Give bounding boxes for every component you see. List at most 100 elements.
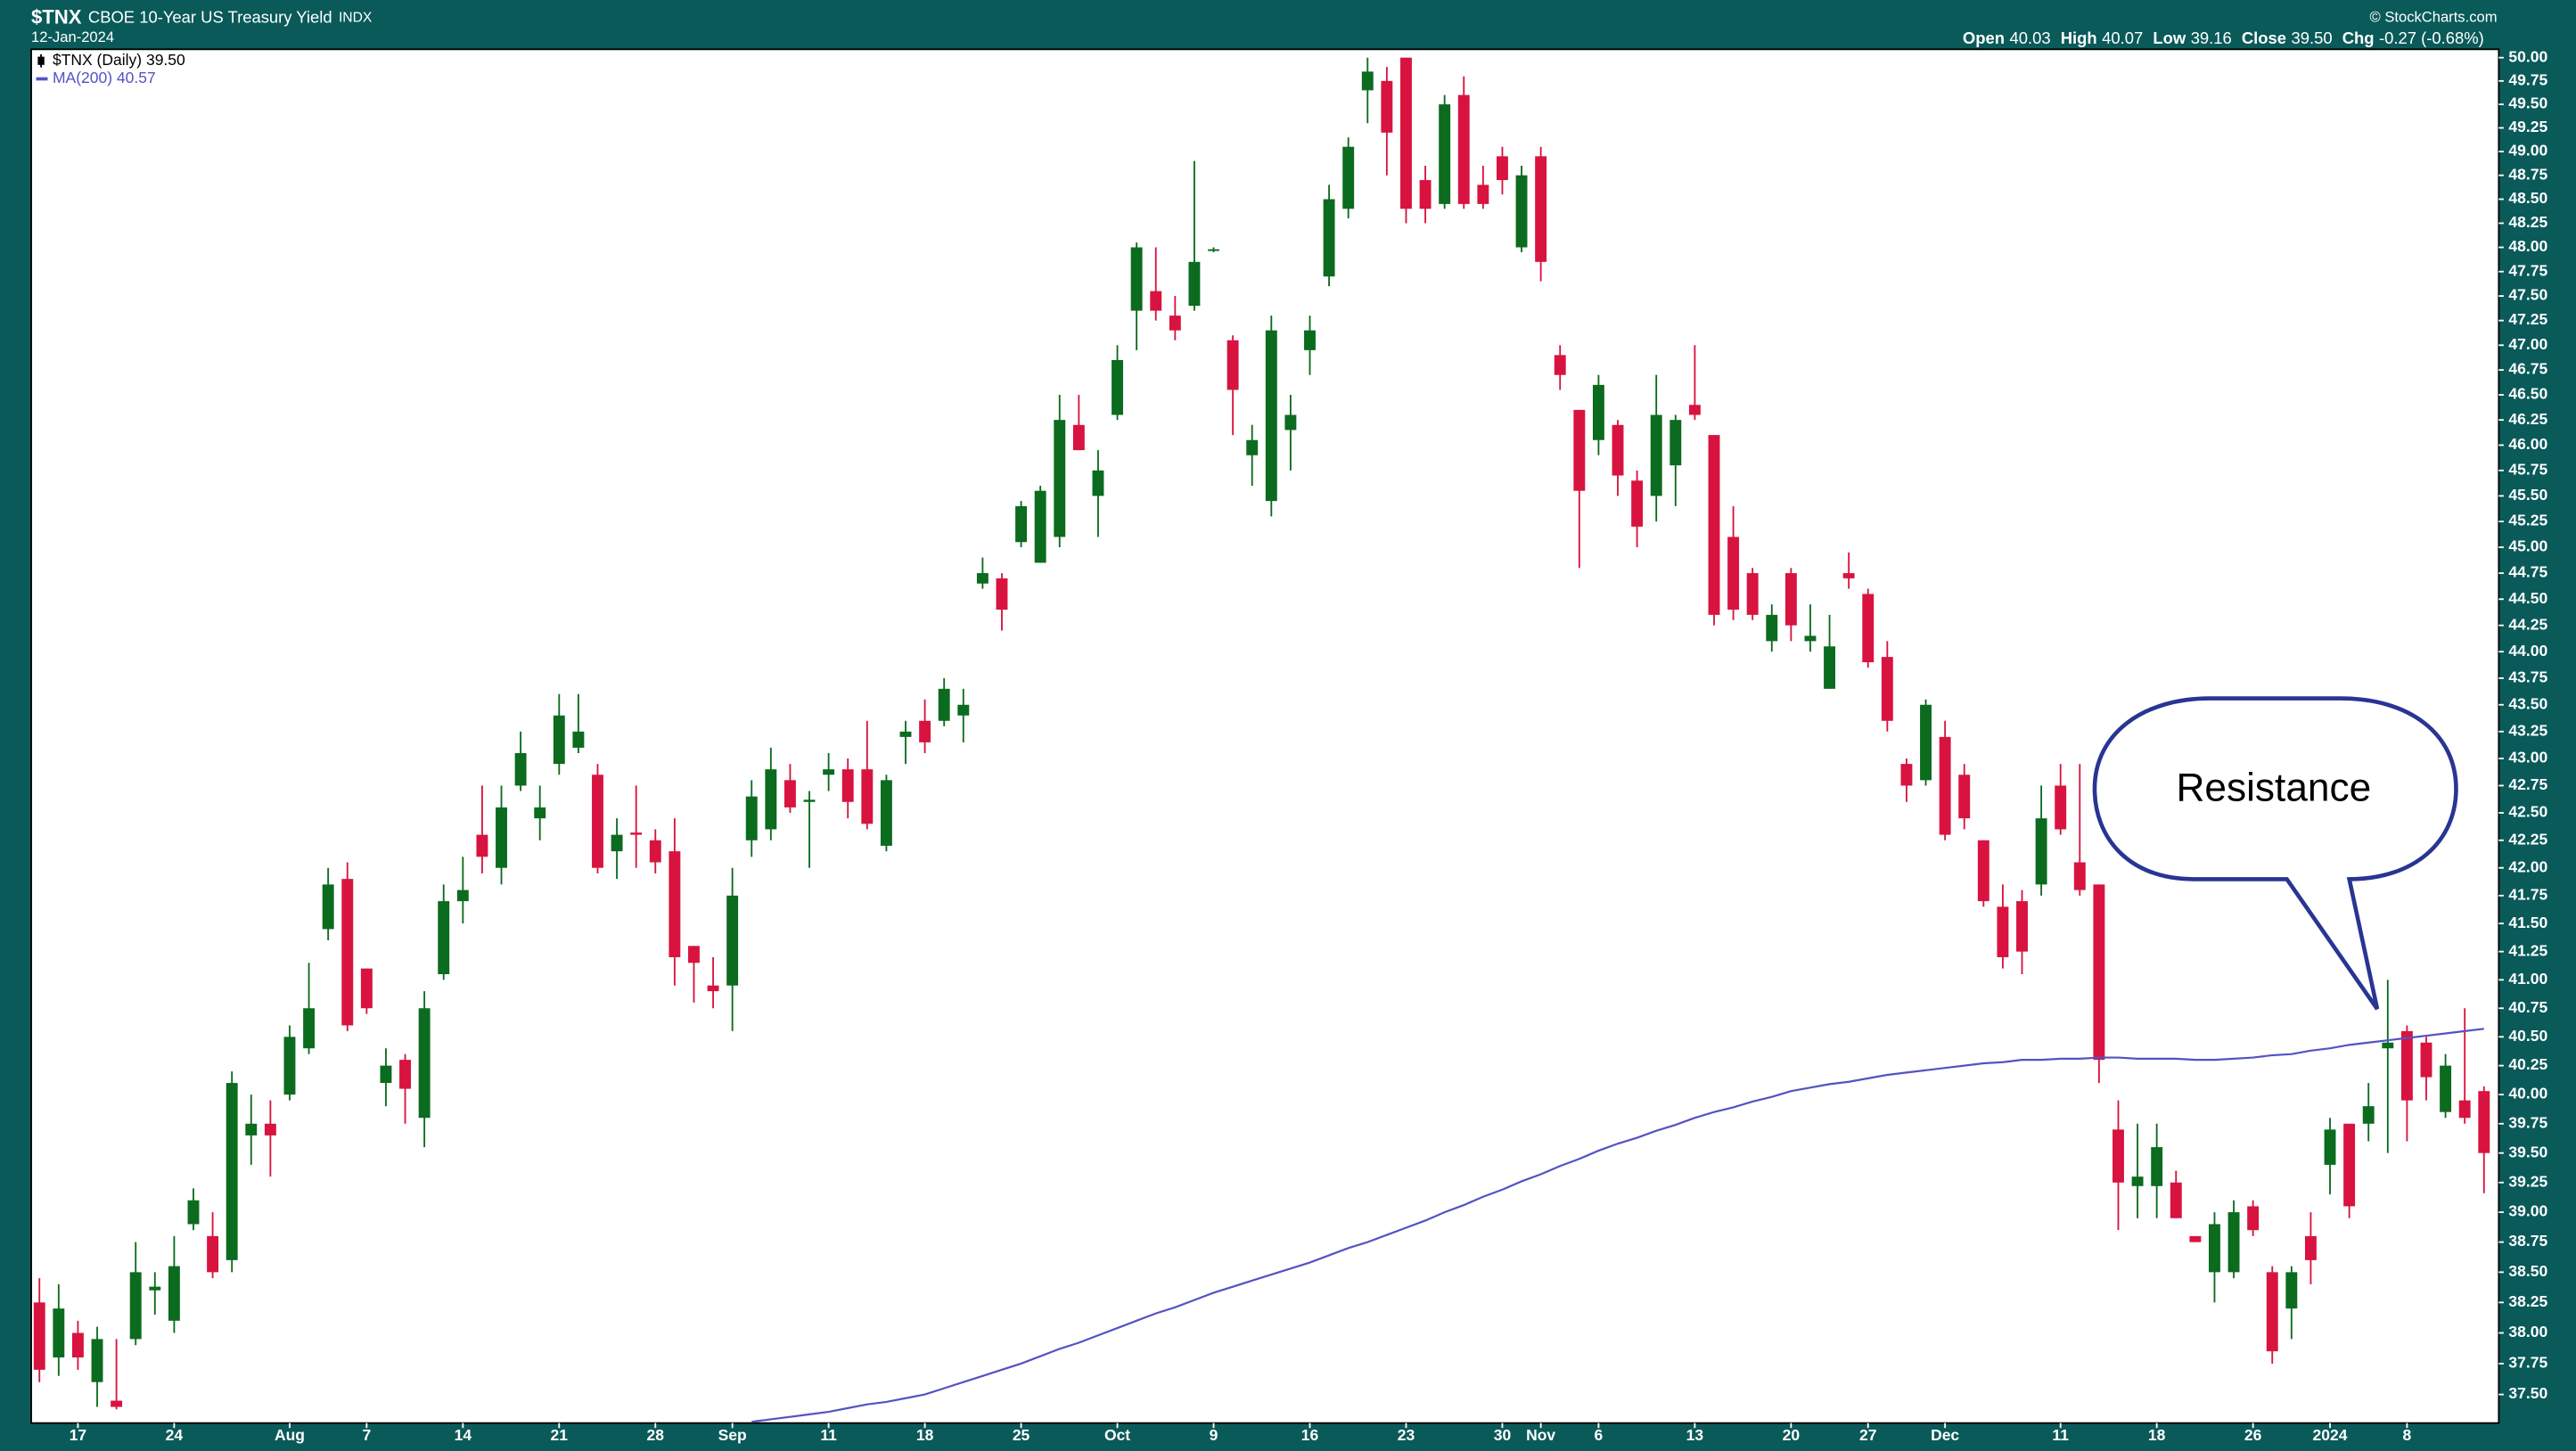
candle-body [1265,330,1277,502]
candle-body [456,889,469,902]
candle-body [1477,184,1489,204]
candle-body [187,1200,200,1225]
candle-body [2304,1235,2317,1260]
x-tick-label: 7 [362,1426,371,1444]
candle-body [2170,1182,2182,1218]
candle-body [1631,480,1644,527]
candle-body [1766,614,1778,642]
credit: © StockCharts.com [2370,9,2498,26]
candle-body [2362,1106,2375,1124]
candle-body [1150,291,1162,311]
y-tick-label: 45.00 [2508,537,2547,555]
y-tick-label: 49.50 [2508,94,2547,112]
candle-body [1169,316,1181,331]
candle-body [2035,818,2047,885]
date: 12-Jan-2024 [31,29,114,45]
y-tick-label: 49.00 [2508,142,2547,160]
candle-body [2227,1212,2240,1273]
x-tick-label: 11 [2052,1426,2069,1444]
candle-body [476,834,488,857]
candle-body [1727,537,1740,610]
candle-body [1304,330,1316,350]
candle-body [1208,249,1219,251]
x-tick-label: 8 [2403,1426,2412,1444]
x-tick-label: 13 [1686,1426,1704,1444]
candle-body [1535,156,1547,262]
candle-body [1496,156,1508,181]
candle-body [1054,420,1066,537]
candle-body [1997,906,2009,957]
candle-body [1323,199,1335,277]
quote-value: 40.07 [2102,29,2143,47]
quote-label: Open [1963,29,2005,47]
candle-body [649,840,661,863]
candle-body [1958,775,1971,819]
candle-body [245,1123,258,1135]
candle-body [534,807,546,819]
x-tick-label: Aug [275,1426,305,1444]
y-tick-label: 47.00 [2508,335,2547,353]
title-line: $TNX CBOE 10-Year US Treasury Yield INDX [31,5,373,28]
candle-body [341,879,354,1026]
y-tick-label: 38.75 [2508,1232,2547,1250]
y-tick-label: 47.75 [2508,261,2547,279]
candle-body [1612,424,1624,476]
candle-body [264,1123,276,1135]
candle-body [1188,261,1201,307]
y-tick-label: 39.00 [2508,1202,2547,1220]
candle-body [823,769,835,775]
candle-body [2440,1065,2452,1112]
quote-value: -0.27 (-0.68%) [2379,29,2484,47]
y-tick-label: 40.50 [2508,1027,2547,1045]
candle-body [1419,180,1432,209]
y-tick-label: 40.25 [2508,1055,2547,1073]
candle-body [380,1065,392,1084]
candle-body [399,1060,411,1089]
y-tick-label: 48.25 [2508,213,2547,231]
candle-body [1034,490,1046,563]
candle-body [1092,470,1104,496]
y-tick-label: 42.25 [2508,830,2547,848]
candle-body [111,1400,123,1407]
candle-body [2131,1176,2144,1186]
x-tick-label: 18 [916,1426,934,1444]
candle-body [2093,884,2105,1061]
y-tick-label: 47.25 [2508,310,2547,328]
candle-body [2055,785,2067,830]
y-tick-label: 46.75 [2508,360,2547,378]
y-tick-label: 48.75 [2508,165,2547,183]
candle-body [226,1083,238,1260]
y-tick-label: 40.75 [2508,998,2547,1016]
candle-body [861,769,874,824]
x-tick-label: 2024 [2313,1426,2348,1444]
candle-body [572,731,585,748]
y-tick-label: 39.75 [2508,1113,2547,1131]
candle-body [2073,862,2086,890]
x-tick-label: 23 [1398,1426,1415,1444]
candle-body [1939,736,1951,835]
candle-body [630,832,643,835]
candle-body [841,769,854,802]
y-tick-label: 41.75 [2508,885,2547,903]
y-tick-label: 39.25 [2508,1172,2547,1190]
candle-body [322,884,334,930]
candle-body [2266,1272,2278,1352]
candle-body [1226,340,1239,390]
candle-body [1842,573,1855,578]
candle-body [1112,359,1123,415]
candle-body [745,796,758,840]
x-tick-label: 28 [647,1426,665,1444]
candle-body [669,851,681,957]
quote-line: Open 40.03 High 40.07 Low 39.16 Close 39.50 Chg -… [1963,29,2484,47]
y-tick-label: 44.75 [2508,563,2547,581]
candle-body [957,704,970,716]
legend-label: MA(200) 40.57 [53,69,156,86]
candle-body [129,1272,142,1340]
y-tick-label: 38.50 [2508,1262,2547,1280]
candle-body [168,1266,180,1321]
plot-area [30,48,2500,1424]
y-tick-label: 38.25 [2508,1292,2547,1310]
quote-value: 40.03 [2010,29,2051,47]
y-tick-label: 49.75 [2508,70,2547,88]
